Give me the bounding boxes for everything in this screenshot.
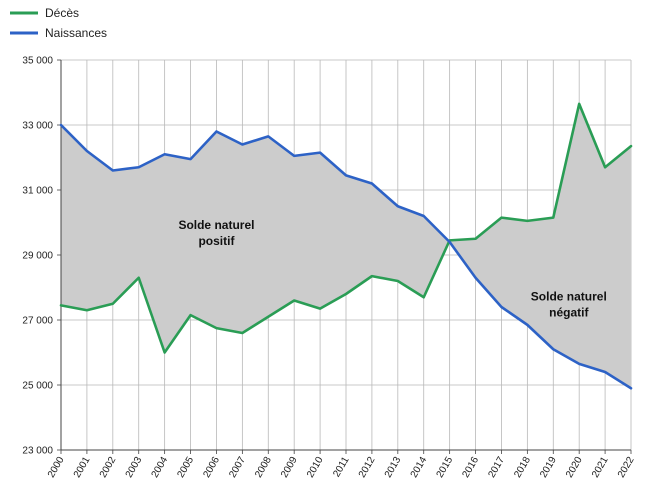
series-line-naissances xyxy=(59,123,633,390)
axes: 23 000 25 000 27 000 29 000 31 000 33 000 35 0… xyxy=(22,56,636,480)
y-tick-label: 29 000 xyxy=(22,251,53,262)
x-tick-label: 2010 xyxy=(305,455,326,480)
x-tick-label: 2008 xyxy=(253,455,274,480)
x-tick-label: 2016 xyxy=(460,455,481,480)
x-tick-label: 2020 xyxy=(564,455,585,480)
x-tick-label: 2018 xyxy=(512,455,533,480)
x-tick-label: 2002 xyxy=(98,455,119,480)
annotation-text: positif xyxy=(198,234,235,248)
x-tick-label: 2003 xyxy=(124,455,145,480)
x-tick-label: 2006 xyxy=(201,455,222,480)
x-tick-label: 2011 xyxy=(331,455,351,480)
y-tick-label: 27 000 xyxy=(22,316,53,327)
x-tick-label: 2004 xyxy=(150,455,171,480)
x-tick-label: 2015 xyxy=(435,455,456,480)
x-tick-label: 2013 xyxy=(383,455,404,480)
x-tick-label: 2021 xyxy=(590,455,611,480)
y-tick-label: 31 000 xyxy=(22,186,53,197)
x-tick-label: 2001 xyxy=(72,455,93,480)
legend: Décès Naissances xyxy=(10,6,107,40)
natural-balance-area xyxy=(61,103,631,389)
legend-label: Naissances xyxy=(45,26,107,40)
y-tick-label: 35 000 xyxy=(22,56,53,67)
annotations: Solde naturel positif Solde naturel négatif xyxy=(178,218,606,320)
x-tick-label: 2007 xyxy=(227,455,248,480)
x-tick-label: 2014 xyxy=(409,455,430,480)
series-line-deces xyxy=(59,102,633,354)
x-tick-label: 2009 xyxy=(279,455,300,480)
legend-label: Décès xyxy=(45,6,79,20)
x-tick-label: 2017 xyxy=(486,455,507,480)
natural-balance-fill xyxy=(61,103,631,389)
y-tick-label: 23 000 xyxy=(22,446,53,457)
annotation-text: Solde naturel xyxy=(178,218,254,232)
x-tick-label: 2022 xyxy=(616,455,637,480)
series-lines xyxy=(59,102,633,390)
y-tick-label: 33 000 xyxy=(22,121,53,132)
x-tick-label: 2005 xyxy=(175,455,196,480)
x-tick-label: 2019 xyxy=(538,455,559,480)
annotation-text: Solde naturel xyxy=(531,290,607,304)
annotation-text: négatif xyxy=(549,306,589,320)
x-tick-label: 2000 xyxy=(46,455,67,480)
x-tick-label: 2012 xyxy=(357,455,378,480)
y-tick-label: 25 000 xyxy=(22,381,53,392)
